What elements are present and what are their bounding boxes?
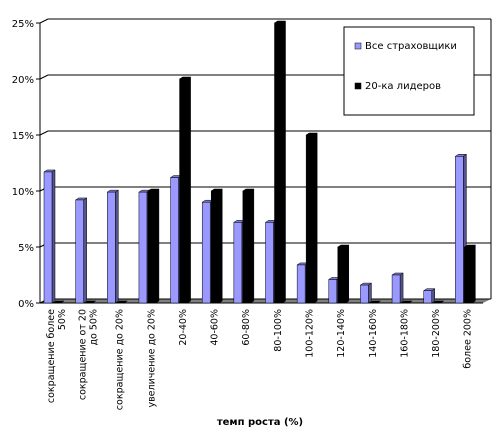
bar-2	[52, 300, 65, 304]
legend-label: Все страховщики	[365, 41, 457, 52]
y-tick-label: 20%	[12, 75, 34, 86]
x-tick-label: увеличение до 20%	[146, 309, 157, 408]
legend-swatch	[354, 42, 362, 50]
y-tick-label: 10%	[12, 187, 34, 198]
gridline-depth	[39, 18, 49, 24]
bar-2	[336, 244, 350, 304]
bars	[43, 20, 477, 304]
bar-1	[391, 272, 404, 304]
legend-swatch	[354, 82, 362, 90]
bar-2	[242, 188, 255, 304]
x-tick-label: 60-80%	[241, 309, 252, 346]
y-tick-label: 25%	[12, 19, 34, 30]
bar-2	[147, 188, 160, 304]
bar-2	[305, 132, 318, 304]
x-tick-label: 160-180%	[399, 309, 410, 358]
x-tick-label: 80-100%	[273, 309, 284, 352]
gridline-depth	[39, 74, 49, 80]
y-tick-label: 0%	[18, 299, 34, 310]
x-tick-label: 120-140%	[336, 309, 347, 358]
legend: Все страховщики 20-ка лидеров	[343, 26, 475, 116]
x-tick-label: сокращение более50%	[46, 309, 68, 403]
x-tick-label: 180-200%	[431, 309, 442, 358]
bar-2	[115, 300, 129, 304]
x-tick-label: более 200%	[463, 309, 474, 369]
x-tick-label: сокращение от 20до 50%	[77, 309, 99, 400]
bar-1	[422, 288, 436, 304]
bar-2	[368, 300, 382, 304]
legend-label: 20-ка лидеров	[365, 81, 441, 92]
bar-2	[400, 300, 413, 304]
y-tick-label: 5%	[18, 243, 34, 254]
bar-1	[359, 282, 373, 304]
x-tick-label: 140-160%	[368, 309, 379, 358]
bar-2	[178, 76, 192, 304]
y-tick-label: 15%	[12, 131, 34, 142]
bar-2	[210, 188, 224, 304]
bar-1	[43, 169, 56, 304]
bar-2	[273, 20, 287, 304]
bar-1	[106, 189, 120, 304]
bar-2	[463, 244, 477, 304]
x-tick-label: сокращение до 20%	[115, 309, 126, 410]
gridline-depth	[39, 130, 49, 136]
category-labels: сокращение более50% сокращение от 20до 50…	[46, 309, 474, 410]
bar-1	[74, 197, 88, 304]
legend-box	[343, 26, 475, 116]
x-tick-label: 20-40%	[178, 309, 189, 346]
bar-2	[431, 300, 445, 304]
x-tick-label: 40-60%	[210, 309, 221, 346]
x-tick-label: 100-120%	[304, 309, 315, 358]
bar-2	[83, 300, 97, 304]
x-axis-label: темп роста (%)	[217, 417, 303, 428]
